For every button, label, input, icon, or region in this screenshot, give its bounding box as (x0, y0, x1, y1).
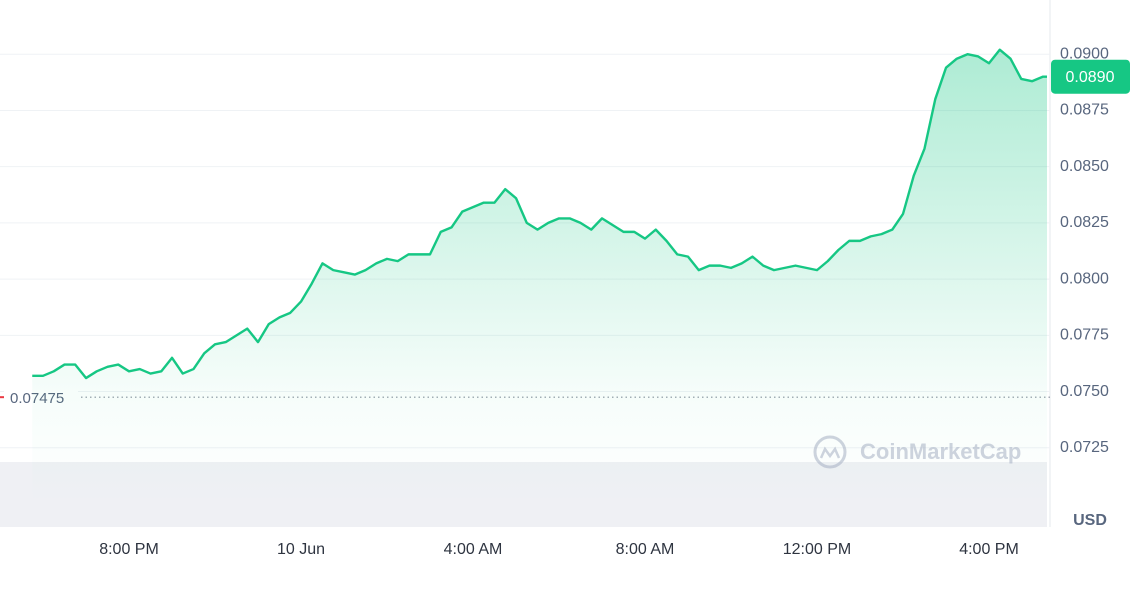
y-tick-label: 0.0900 (1060, 45, 1109, 62)
x-tick-label: 8:00 AM (616, 541, 675, 558)
watermark-group: CoinMarketCap (813, 435, 1021, 469)
watermark-logo-mark (819, 446, 841, 459)
last-price-label: 0.0890 (1066, 69, 1115, 86)
currency-label: USD (1073, 512, 1107, 529)
x-tick-label: 12:00 PM (783, 541, 851, 558)
y-tick-label: 0.0850 (1060, 158, 1109, 175)
price-area (32, 49, 1047, 504)
last-price-badge (1051, 59, 1130, 94)
watermark-logo (813, 435, 847, 469)
watermark-text: CoinMarketCap (860, 439, 1021, 464)
x-tick-label: 4:00 AM (444, 541, 503, 558)
y-tick-label: 0.0800 (1060, 270, 1109, 287)
x-tick-label: 8:00 PM (99, 541, 159, 558)
y-tick-label: 0.0775 (1060, 327, 1109, 344)
price-line (32, 48, 1047, 380)
x-tick-label: 4:00 PM (959, 541, 1019, 558)
x-tick-label: 10 Jun (277, 541, 325, 558)
y-tick-label: 0.0750 (1060, 383, 1109, 400)
y-tick-label: 0.0725 (1060, 439, 1109, 456)
y-tick-label: 0.0875 (1060, 102, 1109, 119)
y-tick-label: 0.0825 (1060, 214, 1109, 231)
